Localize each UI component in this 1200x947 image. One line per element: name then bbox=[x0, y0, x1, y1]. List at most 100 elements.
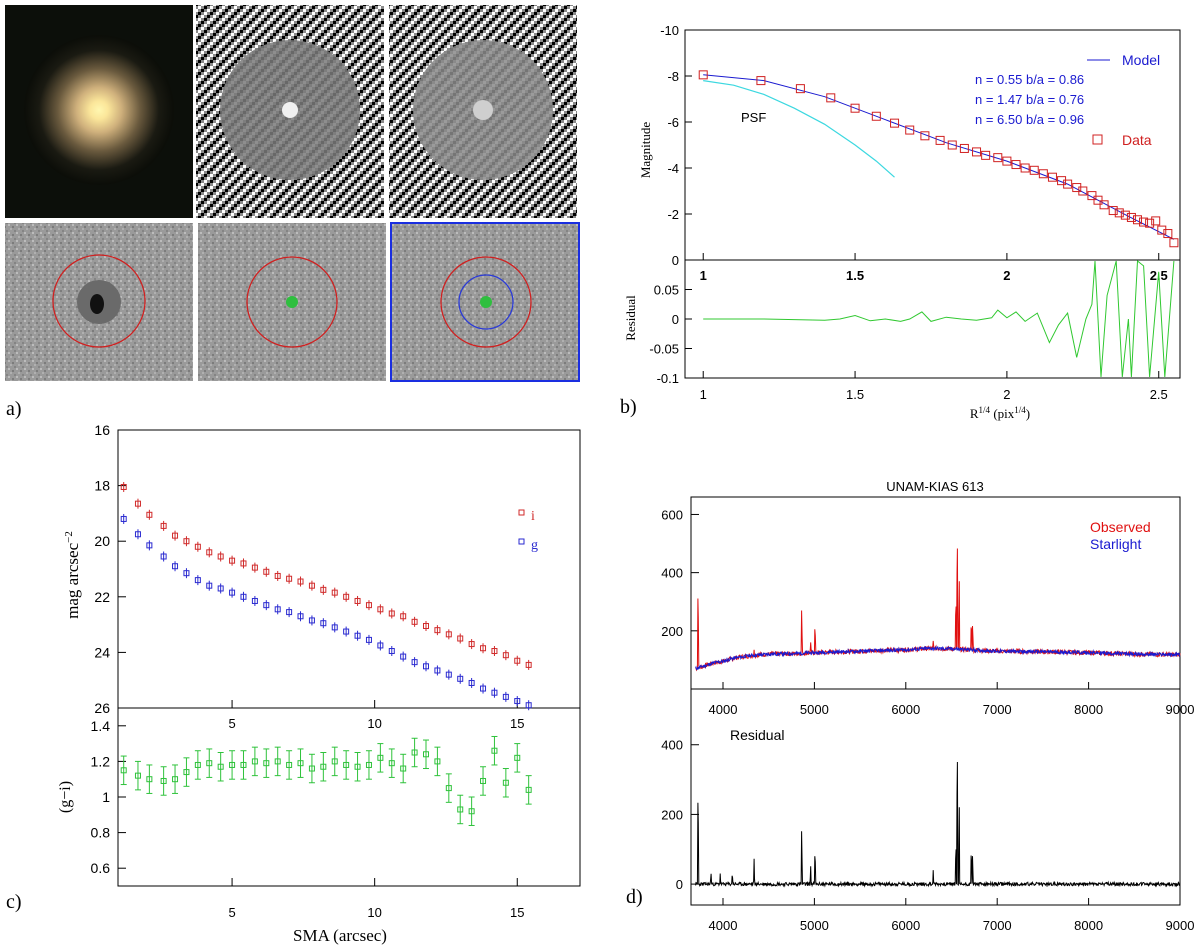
panel-label-d: d) bbox=[626, 886, 643, 908]
d-residual-marks bbox=[695, 761, 1181, 888]
d-res-xtick-label: 5000 bbox=[800, 918, 829, 933]
profile-point-i bbox=[423, 622, 429, 629]
profile-point-g bbox=[297, 613, 304, 620]
b-res-ytick-label: -0.1 bbox=[657, 371, 679, 386]
data-point bbox=[1120, 210, 1130, 220]
color-point bbox=[146, 776, 153, 783]
panel-b: -10 -8 -6 -4 -2 0 1 1.5 2 2.5 -0.1 -0.05 0 0.05 1 1.5 2… bbox=[620, 23, 1181, 421]
color-point bbox=[160, 777, 167, 784]
profile-point-g bbox=[217, 585, 224, 592]
color-point bbox=[388, 760, 395, 767]
color-point bbox=[194, 761, 201, 768]
profile-point-i bbox=[183, 538, 190, 545]
profile-point-g bbox=[320, 620, 327, 627]
profile-point-g bbox=[308, 617, 315, 624]
profile-point-i bbox=[229, 557, 236, 564]
profile-point-i bbox=[217, 553, 224, 560]
color-point bbox=[514, 754, 521, 761]
color-point bbox=[134, 772, 141, 779]
data-point bbox=[890, 118, 900, 128]
profile-point-g bbox=[229, 589, 236, 596]
b-res-ylabel: Residual bbox=[623, 295, 638, 341]
panel-a: a) bbox=[5, 5, 580, 420]
profile-point-i bbox=[377, 606, 384, 613]
color-point bbox=[423, 751, 429, 758]
d-xtick-label: 7000 bbox=[983, 702, 1012, 717]
d-res-xtick-label: 8000 bbox=[1074, 918, 1103, 933]
profile-point-g bbox=[388, 648, 395, 655]
d-ytick-label: 600 bbox=[661, 507, 683, 522]
color-point bbox=[274, 758, 281, 765]
starlight-spectrum bbox=[695, 645, 1181, 671]
galaxy-core bbox=[24, 35, 174, 185]
c-profile-ticks: 16 18 20 22 24 26 5 10 15 bbox=[94, 422, 524, 731]
c-color-ytick-label: 0.8 bbox=[91, 825, 111, 841]
profile-point-i bbox=[502, 652, 509, 659]
profile-point-i bbox=[251, 564, 258, 571]
legend-model: Model bbox=[1122, 52, 1160, 68]
color-point bbox=[411, 749, 418, 756]
data-point bbox=[1126, 212, 1136, 222]
legend-g: g bbox=[531, 538, 538, 553]
b-ylabel: Magnitude bbox=[638, 122, 653, 179]
c-color-ticks: 0.6 0.8 1 1.2 1.4 5 10 15 bbox=[91, 718, 525, 920]
residual-spectrum bbox=[695, 761, 1181, 888]
b-xtick-label: 1.5 bbox=[846, 268, 864, 283]
data-point bbox=[1157, 225, 1167, 235]
color-point bbox=[240, 761, 247, 768]
data-point bbox=[1099, 200, 1109, 210]
color-point bbox=[229, 761, 236, 768]
color-point bbox=[468, 808, 475, 815]
profile-point-i bbox=[206, 549, 213, 556]
color-point bbox=[525, 786, 532, 793]
d-res-xtick-label: 9000 bbox=[1166, 918, 1195, 933]
d-res-ytick-label: 0 bbox=[676, 877, 683, 892]
legend-g-marker bbox=[518, 538, 525, 545]
data-point bbox=[1011, 160, 1021, 170]
data-point bbox=[1029, 165, 1039, 175]
red-aperture-ring bbox=[52, 254, 146, 348]
b-res-xtick-label: 2 bbox=[1003, 387, 1010, 402]
profile-point-i bbox=[434, 627, 441, 634]
d-xtick-label: 8000 bbox=[1074, 702, 1103, 717]
data-point bbox=[959, 143, 969, 153]
data-point bbox=[1132, 215, 1142, 225]
data-point bbox=[826, 93, 836, 103]
b-res-xtick-label: 2.5 bbox=[1150, 387, 1168, 402]
d-ytick-label: 400 bbox=[661, 566, 683, 581]
d-spectrum-marks bbox=[695, 548, 1181, 672]
profile-point-i bbox=[411, 618, 418, 625]
data-point bbox=[1072, 183, 1082, 193]
d-ytick-label: 200 bbox=[661, 624, 683, 639]
data-point bbox=[1038, 169, 1048, 179]
color-point bbox=[297, 760, 304, 767]
c-ylabel: mag arcsec−2 bbox=[63, 531, 82, 619]
c-xlabel: SMA (arcsec) bbox=[293, 926, 387, 945]
data-point bbox=[972, 147, 982, 157]
c-color-ytick-label: 1.4 bbox=[91, 718, 111, 734]
profile-point-g bbox=[183, 570, 190, 577]
b-xtick-label: 1 bbox=[700, 268, 707, 283]
profile-point-i bbox=[514, 657, 521, 664]
data-point bbox=[871, 111, 881, 121]
color-point bbox=[320, 763, 327, 770]
profile-point-i bbox=[354, 597, 361, 604]
legend-i-marker bbox=[518, 509, 525, 516]
b-residual-ticks: -0.1 -0.05 0 0.05 1 1.5 2 2.5 bbox=[649, 283, 1167, 403]
c-xtick-label: 15 bbox=[510, 716, 524, 731]
c-ytick-label: 24 bbox=[94, 644, 110, 660]
profile-point-g bbox=[514, 698, 521, 705]
profile-point-g bbox=[194, 577, 201, 584]
data-point bbox=[920, 131, 930, 141]
profile-point-g bbox=[411, 659, 418, 666]
profile-point-i bbox=[120, 483, 127, 490]
c-ytick-label: 18 bbox=[94, 478, 110, 494]
profile-point-g bbox=[480, 685, 487, 692]
data-point bbox=[698, 70, 708, 80]
c-xtick-label: 10 bbox=[367, 716, 381, 731]
b-res-ytick-label: 0 bbox=[672, 312, 679, 327]
color-point bbox=[251, 758, 258, 765]
profile-point-g bbox=[343, 628, 350, 635]
color-point bbox=[354, 763, 361, 770]
b-ytick-label: -2 bbox=[667, 207, 679, 222]
